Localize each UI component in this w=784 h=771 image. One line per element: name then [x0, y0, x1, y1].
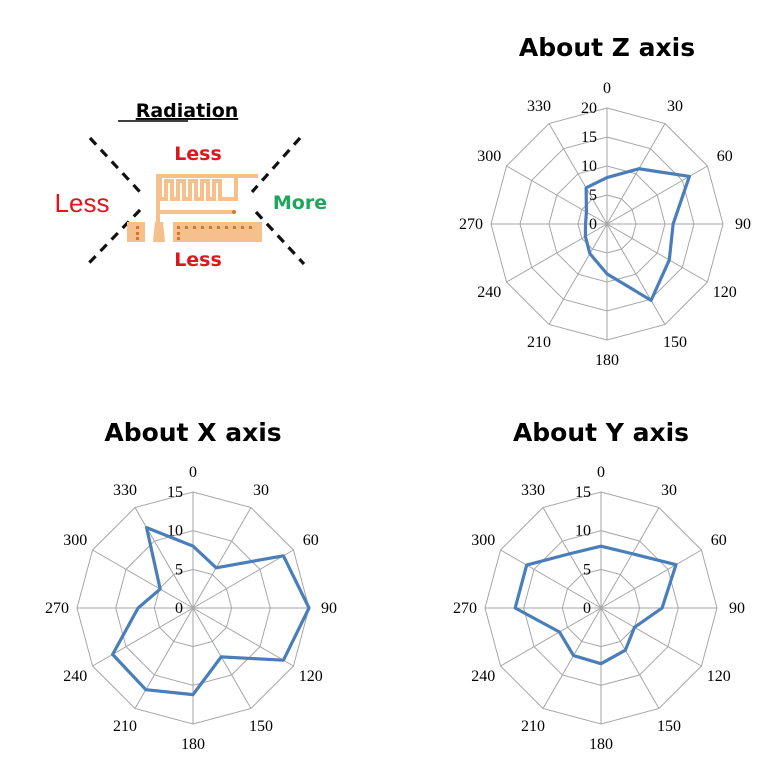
angle-label: 270 [453, 600, 477, 617]
angle-label: 330 [521, 482, 545, 499]
angle-label: 150 [249, 718, 273, 735]
angle-label: 150 [657, 718, 681, 735]
label-less-left: Less [55, 188, 110, 218]
grid-spoke [606, 223, 708, 283]
angle-label: 0 [189, 464, 197, 481]
radial-tick-label: 10 [167, 523, 183, 540]
angle-label: 270 [45, 600, 69, 617]
angle-label: 180 [589, 736, 613, 753]
grid-spoke [606, 223, 666, 325]
angle-label: 180 [595, 352, 619, 369]
chart-title: About Y axis [513, 418, 689, 447]
radar-chart-z: About Z axis0306090120150180210240270300… [459, 33, 751, 369]
grid-spoke [92, 607, 194, 667]
angle-label: 0 [603, 80, 611, 97]
radial-tick-label: 0 [175, 600, 183, 617]
dashed-line [250, 136, 302, 194]
angle-label: 0 [597, 464, 605, 481]
grid-spoke [506, 223, 608, 283]
angle-label: 30 [661, 482, 677, 499]
grid-spoke [192, 549, 294, 609]
grid-spoke [606, 123, 666, 225]
grid-spoke [192, 607, 294, 667]
angle-label: 120 [707, 668, 731, 685]
radar-chart-y: About Y axis0306090120150180210240270300… [453, 418, 745, 753]
angle-label: 300 [477, 148, 501, 165]
grid-spoke [92, 549, 194, 609]
grid-spoke [548, 223, 608, 325]
grid-spoke [500, 549, 602, 609]
radial-tick-label: 15 [575, 484, 591, 501]
radar-chart-x: About X axis0306090120150180210240270300… [45, 418, 337, 753]
grid-spoke [134, 607, 194, 709]
dashed-line [86, 208, 142, 266]
grid-spoke [542, 507, 602, 609]
angle-label: 210 [113, 718, 137, 735]
grid-spoke [500, 607, 602, 667]
diagram-title: Radiation [136, 100, 239, 122]
angle-label: 300 [63, 532, 87, 549]
grid-spoke [600, 507, 660, 609]
antenna-icon [127, 174, 262, 242]
dashed-line [254, 210, 306, 266]
radial-tick-label: 20 [581, 100, 597, 117]
angle-label: 30 [253, 482, 269, 499]
grid-spoke [548, 123, 608, 225]
angle-label: 120 [713, 284, 737, 301]
angle-label: 210 [527, 334, 551, 351]
angle-label: 240 [63, 668, 87, 685]
angle-label: 270 [459, 216, 483, 233]
chart-title: About X axis [104, 418, 281, 447]
label-less-top: Less [174, 143, 222, 165]
grid-spoke [192, 507, 252, 609]
radial-tick-label: 10 [581, 158, 597, 175]
radiation-boundary-lines [86, 136, 306, 266]
angle-label: 30 [667, 98, 683, 115]
angle-label: 300 [471, 532, 495, 549]
angle-label: 180 [181, 736, 205, 753]
radial-tick-label: 5 [583, 561, 591, 578]
label-less-bottom: Less [174, 249, 222, 271]
angle-label: 60 [717, 148, 733, 165]
grid-spoke [600, 549, 702, 609]
radial-tick-label: 0 [589, 216, 597, 233]
radial-tick-label: 5 [589, 187, 597, 204]
radial-tick-label: 5 [175, 561, 183, 578]
angle-label: 330 [527, 98, 551, 115]
radial-tick-label: 15 [581, 129, 597, 146]
angle-label: 150 [663, 334, 687, 351]
radiation-diagram: Radiation Less Less More Less [55, 100, 328, 271]
label-more-right: More [273, 192, 327, 214]
chart-title: About Z axis [519, 33, 695, 62]
grid-spoke [134, 507, 194, 609]
grid-spoke [506, 165, 608, 225]
angle-label: 90 [321, 600, 337, 617]
angle-label: 60 [303, 532, 319, 549]
angle-label: 60 [711, 532, 727, 549]
angle-label: 90 [735, 216, 751, 233]
angle-label: 210 [521, 718, 545, 735]
grid-spoke [542, 607, 602, 709]
angle-label: 240 [477, 284, 501, 301]
angle-label: 120 [299, 668, 323, 685]
angle-label: 90 [729, 600, 745, 617]
radial-tick-label: 10 [575, 523, 591, 540]
angle-label: 330 [113, 482, 137, 499]
grid-spoke [600, 607, 702, 667]
radial-tick-label: 15 [167, 484, 183, 501]
radial-tick-label: 0 [583, 600, 591, 617]
grid-spoke [600, 607, 660, 709]
angle-label: 240 [471, 668, 495, 685]
dashed-line [88, 136, 142, 194]
